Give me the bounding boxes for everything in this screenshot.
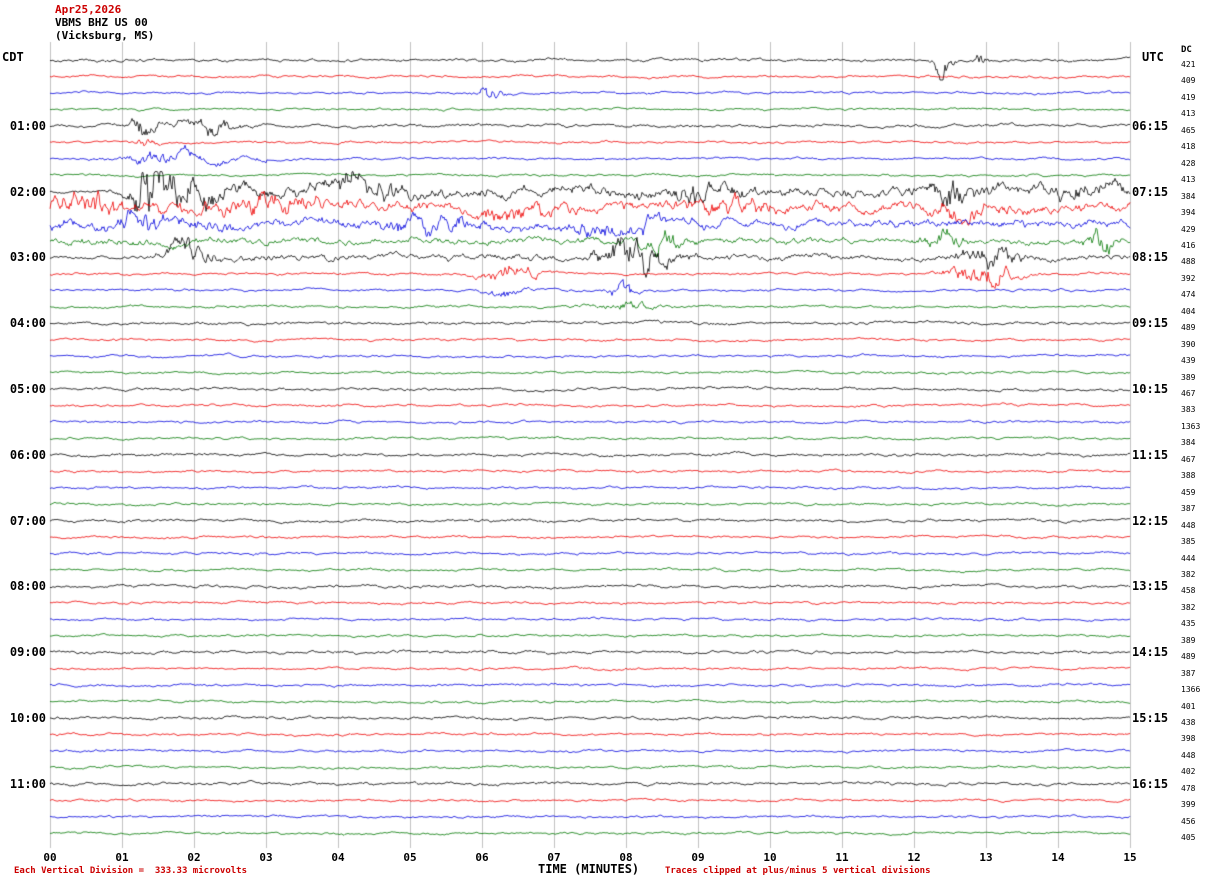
x-tick-label: 04 <box>331 851 345 864</box>
left-time-label: 11:00 <box>9 776 46 791</box>
right-time-label: 13:15 <box>1132 579 1169 594</box>
dc-offset-value: 387 <box>1181 668 1196 678</box>
dc-offset-value: 390 <box>1181 339 1196 349</box>
dc-offset-value: 383 <box>1181 405 1196 415</box>
x-tick-label: 08 <box>619 851 633 864</box>
dc-offset-value: 478 <box>1181 783 1196 793</box>
dc-offset-value: 429 <box>1181 224 1196 234</box>
x-axis-title: TIME (MINUTES) <box>538 862 640 876</box>
x-tick-label: 14 <box>1051 851 1065 864</box>
dc-offset-value: 392 <box>1181 273 1196 283</box>
x-tick-label: 11 <box>835 851 849 864</box>
dc-offset-value: 474 <box>1181 290 1196 300</box>
dc-offset-value: 384 <box>1181 191 1196 201</box>
dc-offset-value: 1363 <box>1181 421 1201 431</box>
left-timezone-label: CDT <box>2 50 24 64</box>
left-time-label: 03:00 <box>9 250 46 265</box>
x-tick-label: 01 <box>115 851 129 864</box>
dc-offset-value: 467 <box>1181 389 1196 398</box>
dc-offset-value: 1366 <box>1181 685 1201 695</box>
right-timezone-label: UTC <box>1142 50 1164 64</box>
footer-scale-note: Each Vertical Division = 333.33 microvol… <box>14 866 247 876</box>
dc-offset-value: 444 <box>1181 553 1196 563</box>
dc-column-header: DC <box>1181 45 1192 55</box>
dc-offset-value: 384 <box>1181 438 1196 448</box>
header-station: VBMS BHZ US 00 <box>55 16 148 29</box>
x-tick-label: 05 <box>403 851 417 864</box>
right-time-label: 14:15 <box>1132 645 1169 660</box>
dc-offset-value: 399 <box>1181 800 1196 810</box>
dc-offset-value: 448 <box>1181 520 1196 530</box>
dc-offset-value: 489 <box>1181 652 1196 662</box>
dc-offset-value: 402 <box>1181 767 1196 777</box>
right-time-label: 15:15 <box>1132 711 1169 725</box>
dc-offset-value: 489 <box>1181 323 1196 333</box>
dc-offset-value: 467 <box>1181 454 1196 464</box>
dc-offset-value: 405 <box>1181 833 1196 843</box>
dc-offset-value: 413 <box>1181 175 1196 185</box>
right-time-label: 16:15 <box>1132 776 1169 791</box>
footer-clip-note: Traces clipped at plus/minus 5 vertical … <box>665 866 931 876</box>
right-time-label: 06:15 <box>1132 118 1169 133</box>
dc-offset-value: 394 <box>1181 208 1196 218</box>
left-time-label: 06:00 <box>9 447 46 462</box>
dc-offset-value: 388 <box>1181 471 1196 481</box>
dc-offset-value: 404 <box>1181 306 1196 316</box>
left-time-label: 04:00 <box>9 316 46 331</box>
dc-offset-value: 385 <box>1181 537 1196 547</box>
right-time-label: 07:15 <box>1132 184 1169 199</box>
dc-offset-value: 409 <box>1181 76 1196 86</box>
right-time-label: 08:15 <box>1132 250 1169 265</box>
dc-offset-value: 438 <box>1181 718 1196 727</box>
x-tick-label: 15 <box>1123 851 1137 864</box>
dc-offset-value: 382 <box>1181 602 1196 612</box>
dc-offset-value: 421 <box>1181 60 1196 69</box>
left-time-label: 02:00 <box>9 184 46 199</box>
dc-offset-value: 448 <box>1181 750 1196 760</box>
dc-offset-value: 416 <box>1181 240 1196 250</box>
x-tick-label: 10 <box>763 851 777 864</box>
left-time-label: 01:00 <box>9 118 46 133</box>
dc-offset-value: 389 <box>1181 372 1196 382</box>
dc-offset-value: 418 <box>1181 142 1196 152</box>
right-time-label: 12:15 <box>1132 513 1169 528</box>
dc-offset-value: 439 <box>1181 356 1196 366</box>
dc-offset-value: 401 <box>1181 701 1196 711</box>
x-tick-label: 09 <box>691 851 705 864</box>
dc-offset-value: 387 <box>1181 504 1196 514</box>
left-time-label: 10:00 <box>9 711 46 725</box>
dc-offset-value: 398 <box>1181 734 1196 744</box>
header-location: (Vicksburg, MS) <box>55 29 155 42</box>
x-tick-label: 06 <box>475 851 489 864</box>
dc-offset-value: 413 <box>1181 109 1196 119</box>
header-date: Apr25,2026 <box>55 3 122 16</box>
dc-offset-value: 419 <box>1181 92 1196 102</box>
right-time-label: 11:15 <box>1132 447 1169 462</box>
right-time-label: 10:15 <box>1132 382 1169 396</box>
x-tick-label: 13 <box>979 851 993 864</box>
x-tick-label: 12 <box>907 851 921 864</box>
x-tick-label: 07 <box>547 851 561 864</box>
dc-offset-value: 488 <box>1181 257 1196 267</box>
dc-offset-value: 459 <box>1181 487 1196 497</box>
x-tick-label: 00 <box>43 851 57 864</box>
dc-offset-value: 428 <box>1181 158 1196 168</box>
dc-offset-value: 465 <box>1181 125 1196 135</box>
right-time-label: 09:15 <box>1132 316 1169 331</box>
left-time-label: 05:00 <box>9 382 46 396</box>
x-tick-label: 03 <box>259 851 273 864</box>
dc-offset-value: 389 <box>1181 635 1196 645</box>
left-time-label: 08:00 <box>9 579 46 594</box>
dc-offset-value: 382 <box>1181 569 1196 579</box>
dc-offset-value: 435 <box>1181 619 1196 629</box>
left-time-label: 07:00 <box>9 513 46 528</box>
x-tick-label: 02 <box>187 851 201 864</box>
left-time-label: 09:00 <box>9 645 46 660</box>
dc-offset-value: 458 <box>1181 586 1196 596</box>
dc-offset-value: 456 <box>1181 816 1196 826</box>
